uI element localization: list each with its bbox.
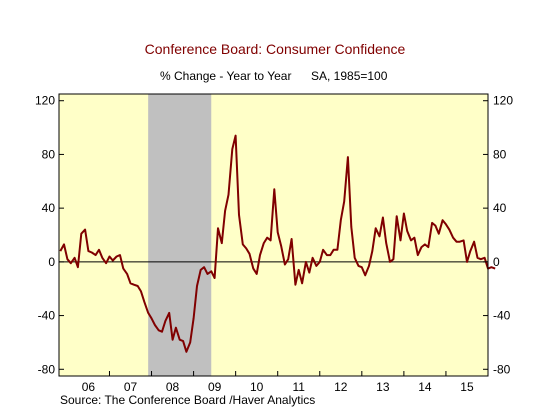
y-tick-label-right: 120 — [493, 94, 513, 108]
source-note: Source: The Conference Board /Haver Anal… — [60, 393, 315, 407]
y-tick-label-right: -40 — [493, 309, 511, 323]
chart-subtitle-units: % Change - Year to Year — [160, 69, 291, 83]
chart-title: Conference Board: Consumer Confidence — [145, 41, 406, 57]
series-line — [59, 134, 496, 353]
x-tick-label: 15 — [460, 380, 474, 394]
plot-frame — [58, 93, 489, 377]
y-tick-label-left: -80 — [38, 362, 56, 376]
x-tick-label: 07 — [124, 380, 138, 394]
y-axis-left: 120 80 40 0 -40 -80 — [35, 94, 64, 376]
x-tick-label: 14 — [418, 380, 432, 394]
y-tick-label-right: 40 — [493, 201, 507, 215]
plot-area — [59, 94, 488, 376]
y-tick-label-left: 40 — [42, 201, 56, 215]
x-tick-label: 06 — [82, 380, 96, 394]
y-tick-label-left: 80 — [42, 147, 56, 161]
y-axis-right: 120 80 40 0 -40 -80 — [483, 94, 513, 376]
chart-subtitle-basis: SA, 1985=100 — [311, 69, 388, 83]
y-tick-label-right: 0 — [493, 255, 500, 269]
y-tick-label-right: -80 — [493, 362, 511, 376]
x-tick-label: 12 — [334, 380, 348, 394]
y-tick-label-left: -40 — [38, 309, 56, 323]
y-tick-label-right: 80 — [493, 147, 507, 161]
x-tick-label: 08 — [166, 380, 180, 394]
x-axis-year-boundaries — [108, 371, 447, 376]
x-tick-label: 10 — [250, 380, 264, 394]
y-tick-label-left: 0 — [48, 255, 55, 269]
x-tick-label: 13 — [376, 380, 390, 394]
x-tick-label: 09 — [208, 380, 222, 394]
y-tick-label-left: 120 — [35, 94, 55, 108]
recession-band — [148, 94, 212, 376]
x-tick-label: 11 — [293, 380, 306, 394]
x-axis: 06 07 08 09 10 11 12 13 14 15 — [82, 380, 474, 394]
